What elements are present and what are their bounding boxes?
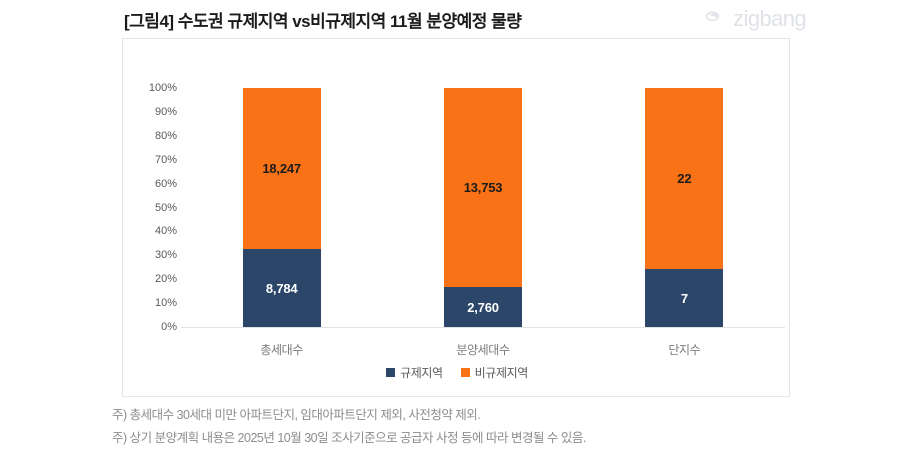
bar-group[interactable]: 2,760 13,753	[444, 88, 522, 327]
bar-group[interactable]: 8,784 18,247	[242, 88, 321, 327]
legend-label: 규제지역	[400, 366, 443, 380]
bar-segment-regulated[interactable]: 8,784	[242, 249, 321, 327]
bar-group[interactable]: 7 22	[645, 88, 724, 327]
bar-value-label: 7	[680, 290, 688, 306]
zigbang-logo-text: zigbang	[733, 6, 806, 31]
legend-swatch-icon	[386, 368, 396, 377]
footnote: 주) 상기 분양계획 내용은 2025년 10월 30일 조사기준으로 공급자 …	[112, 431, 586, 445]
bar-value-label: 8,784	[265, 280, 298, 296]
y-axis-tick: 50%	[154, 201, 177, 214]
bar-segment-non-regulated[interactable]: 18,247	[242, 88, 321, 250]
bar-segment-non-regulated[interactable]: 13,753	[444, 88, 522, 288]
chart-container: 0% 10% 20% 30% 40% 50% 60% 70% 80% 90% 100% 8,784 1…	[122, 38, 790, 397]
chart-legend: 규제지역 비규제지역	[123, 364, 791, 381]
bar-value-label: 18,247	[262, 161, 301, 177]
legend-item[interactable]: 규제지역	[386, 364, 443, 381]
y-axis-tick: 30%	[154, 249, 177, 262]
y-axis-tick: 60%	[154, 177, 177, 190]
footnotes: 주) 총세대수 30세대 미만 아파트단지, 임대아파트단지 제외, 사전청약 …	[112, 404, 872, 450]
bar-value-label: 22	[677, 171, 692, 187]
y-axis: 0% 10% 20% 30% 40% 50% 60% 70% 80% 90% 100%	[123, 39, 791, 398]
x-axis-baseline	[181, 327, 785, 328]
y-axis-tick: 70%	[154, 153, 177, 166]
zigbang-swirl-icon	[702, 7, 726, 31]
zigbang-logo: zigbang	[702, 6, 807, 32]
page-title: [그림4] 수도권 규제지역 vs비규제지역 11월 분양예정 물량	[124, 12, 522, 31]
page-header: [그림4] 수도권 규제지역 vs비규제지역 11월 분양예정 물량 zigba…	[0, 0, 900, 38]
x-axis-category-label: 단지수	[668, 343, 701, 357]
y-axis-tick: 20%	[154, 273, 177, 286]
legend-swatch-icon	[460, 368, 470, 377]
legend-item[interactable]: 비규제지역	[460, 364, 529, 381]
y-axis-tick: 10%	[154, 297, 177, 310]
bar-series-area: 8,784 18,247 총세대수 2,760 13,753 분양세대수 7 22 단지수	[181, 39, 785, 398]
bar-segment-regulated[interactable]: 2,760	[444, 287, 522, 327]
bar-value-label: 2,760	[467, 299, 499, 315]
x-axis-category-label: 분양세대수	[456, 343, 510, 357]
bar-value-label: 13,753	[463, 180, 503, 196]
plot-area: 0% 10% 20% 30% 40% 50% 60% 70% 80% 90% 100% 8,784 1…	[123, 39, 791, 398]
y-axis-tick: 80%	[154, 129, 177, 142]
y-axis-tick: 0%	[161, 321, 177, 333]
y-axis-tick: 100%	[148, 82, 177, 94]
y-axis-tick: 40%	[154, 225, 177, 238]
footnote: 주) 총세대수 30세대 미만 아파트단지, 임대아파트단지 제외, 사전청약 …	[112, 408, 481, 422]
y-axis-tick: 90%	[154, 105, 177, 118]
x-axis-category-label: 총세대수	[260, 343, 303, 357]
bar-segment-regulated[interactable]: 7	[645, 269, 724, 327]
bar-segment-non-regulated[interactable]: 22	[645, 88, 724, 270]
legend-label: 비규제지역	[474, 366, 529, 380]
